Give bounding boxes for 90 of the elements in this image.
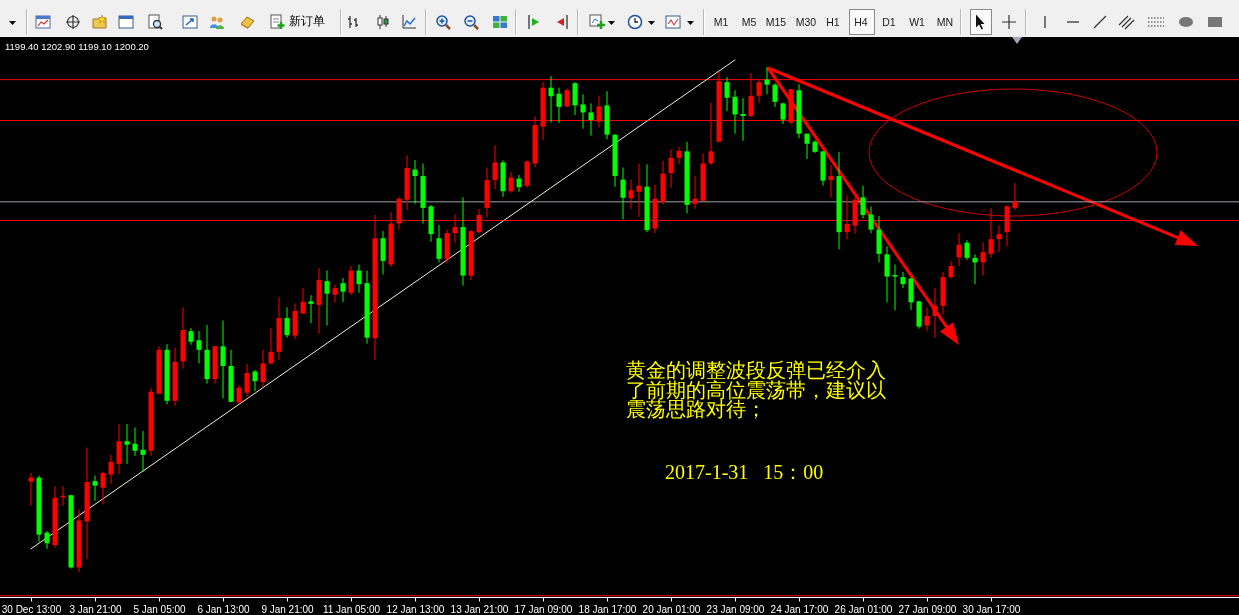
- candlestick: [764, 66, 770, 95]
- candlestick: [868, 205, 874, 234]
- candlestick: [28, 472, 34, 507]
- candlestick: [980, 241, 986, 277]
- candlestick: [412, 159, 418, 205]
- candlestick: [692, 175, 698, 210]
- candlestick: [892, 263, 898, 311]
- candlestick: [932, 287, 938, 339]
- x-tick-label: 13 Jan 21:00: [450, 603, 509, 615]
- text: M1: [713, 16, 729, 28]
- candlestick: [964, 239, 970, 261]
- candlestick: [116, 423, 122, 475]
- x-tick-label: 30 Dec 13:00: [1, 603, 62, 615]
- candlestick: [132, 427, 138, 457]
- candlestick: [772, 82, 778, 108]
- x-tick-label: 9 Jan 21:00: [261, 603, 315, 615]
- x-tick-label: 18 Jan 17:00: [578, 603, 637, 615]
- text: W1: [909, 16, 925, 28]
- candlestick: [556, 87, 562, 124]
- candlestick: [380, 230, 386, 276]
- candlestick: [124, 423, 130, 465]
- candlestick: [572, 81, 578, 116]
- candlestick: [668, 148, 674, 189]
- text: MN: [936, 16, 954, 28]
- x-tick-label: 3 Jan 21:00: [69, 603, 123, 615]
- text: D1: [882, 16, 896, 28]
- candlestick: [860, 185, 866, 219]
- candlestick: [308, 294, 314, 324]
- x-tick-label: 30 Jan 17:00: [962, 603, 1021, 615]
- annotation: 2017-1-31 15：00: [665, 460, 824, 485]
- candlestick: [348, 265, 354, 296]
- candlestick: [516, 174, 522, 193]
- candlestick: [140, 430, 146, 473]
- candlestick: [508, 171, 514, 194]
- candlestick: [100, 471, 106, 505]
- x-tick-label: 23 Jan 09:00: [706, 603, 765, 615]
- x-tick-label: 12 Jan 13:00: [386, 603, 445, 615]
- x-tick-label: 11 Jan 05:00: [322, 603, 381, 615]
- candlestick: [908, 277, 914, 311]
- candlestick: [628, 179, 634, 210]
- candlestick: [564, 87, 570, 108]
- text: M5: [741, 16, 757, 28]
- candlestick: [300, 287, 306, 315]
- candlestick: [924, 306, 930, 332]
- candlestick: [620, 166, 626, 221]
- candlestick: [236, 384, 242, 404]
- x-tick-label: 26 Jan 01:00: [834, 603, 893, 615]
- candlestick: [92, 475, 98, 502]
- candlestick: [828, 164, 834, 198]
- candlestick: [732, 89, 738, 135]
- candlestick: [956, 232, 962, 267]
- x-tick-label: 6 Jan 13:00: [197, 603, 251, 615]
- candlestick: [284, 306, 290, 339]
- candlestick: [548, 75, 554, 124]
- candlestick: [676, 146, 682, 165]
- candlestick: [740, 97, 746, 142]
- candlestick: [252, 369, 258, 392]
- text: 新订单: [289, 12, 325, 30]
- candlestick: [636, 162, 642, 218]
- candlestick: [724, 76, 730, 112]
- candlestick: [260, 349, 266, 388]
- x-tick-label: 5 Jan 05:00: [133, 603, 187, 615]
- candlestick: [196, 330, 202, 364]
- candlestick: [356, 263, 362, 294]
- candlestick: [324, 270, 330, 327]
- candlestick: [996, 225, 1002, 253]
- x-tick-label: 27 Jan 09:00: [898, 603, 957, 615]
- candlestick: [492, 144, 498, 190]
- candlestick: [1012, 182, 1018, 211]
- candlestick: [268, 327, 274, 365]
- text: H4: [854, 16, 868, 28]
- candlestick: [436, 224, 442, 263]
- candlestick: [108, 454, 114, 485]
- text: H1: [826, 16, 840, 28]
- candlestick: [588, 102, 594, 137]
- candlestick: [244, 363, 250, 397]
- candlestick: [580, 93, 586, 130]
- candlestick: [900, 271, 906, 289]
- x-tick-label: 20 Jan 01:00: [642, 603, 701, 615]
- text: 1199.40 1202.90 1199.10 1200.20: [5, 41, 149, 52]
- candlestick: [340, 277, 346, 303]
- candlestick: [332, 284, 338, 303]
- x-tick-label: 24 Jan 17:00: [770, 603, 829, 615]
- candlestick: [804, 133, 810, 160]
- candlestick: [220, 320, 226, 399]
- annotation: 黄金的调整波段反弹已经介入了前期的高位震荡带，建议以震荡思路对待；: [626, 358, 887, 421]
- text: M30: [795, 16, 817, 28]
- candlestick: [884, 245, 890, 303]
- x-tick-label: 17 Jan 09:00: [514, 603, 573, 615]
- text: M15: [765, 16, 787, 28]
